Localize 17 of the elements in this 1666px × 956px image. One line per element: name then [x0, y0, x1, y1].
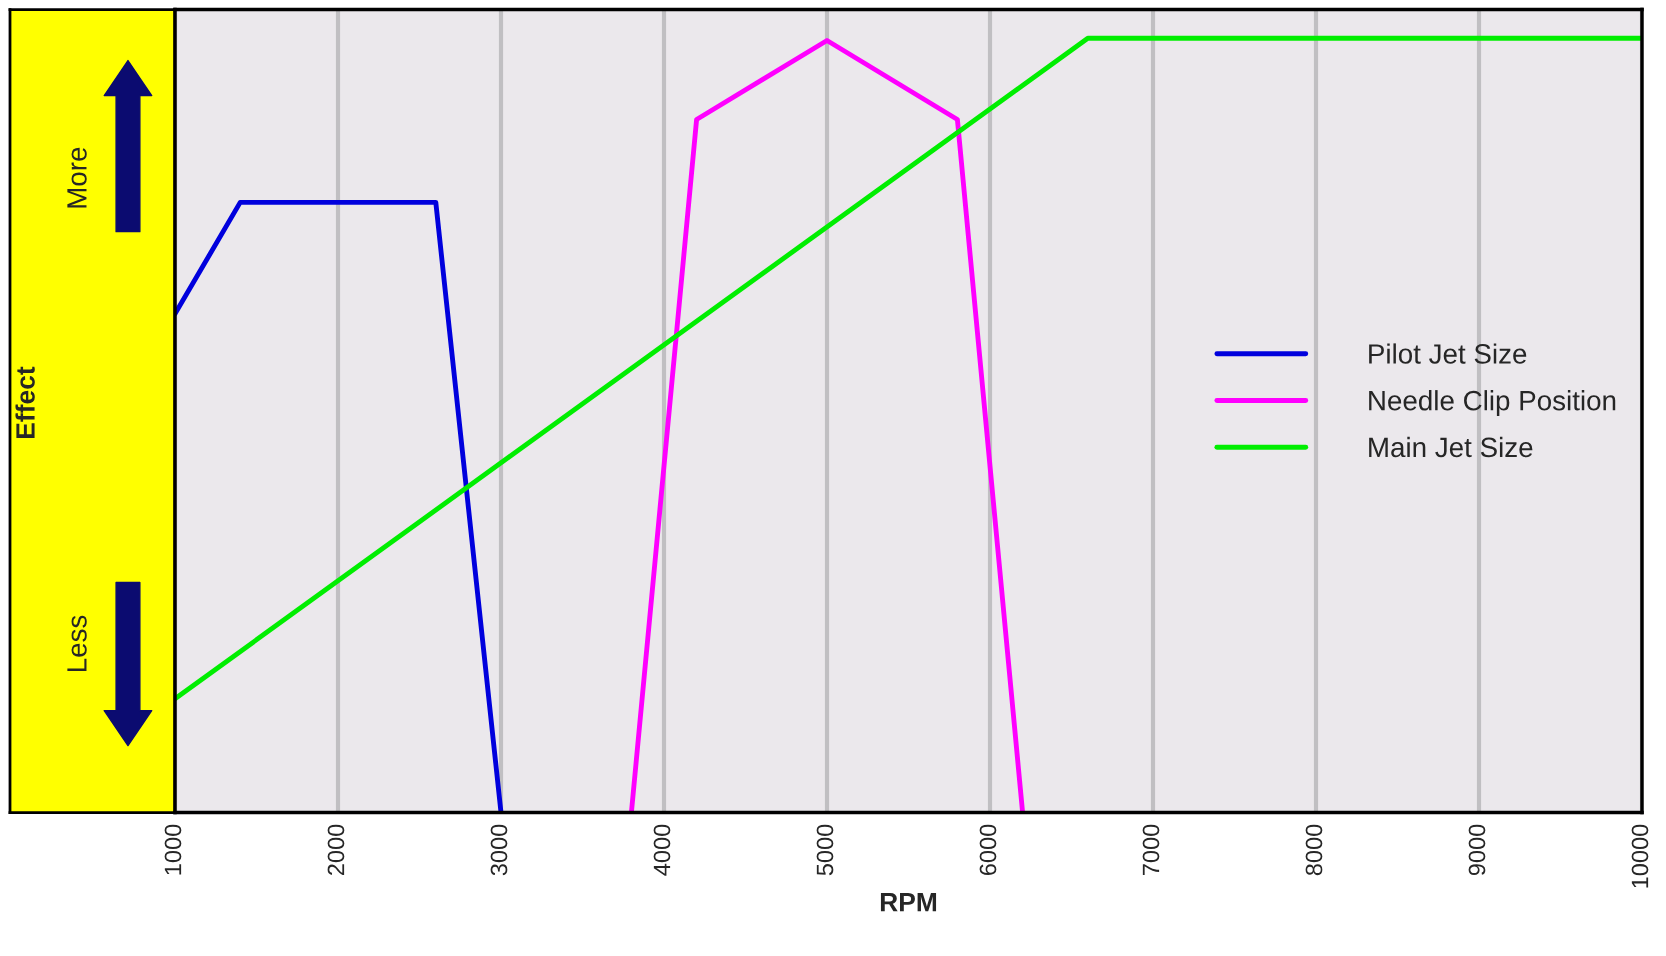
x-tick-label: 2000: [327, 824, 345, 876]
x-tick-label: 10000: [1631, 824, 1649, 888]
y-axis-title: Effect: [15, 366, 35, 438]
x-tick-label: 3000: [490, 824, 508, 876]
x-tick-label: 9000: [1468, 824, 1486, 876]
x-tick-label: 1000: [164, 824, 182, 875]
legend-label: Main Jet Size: [1369, 436, 1533, 458]
x-tick-label: 6000: [979, 824, 997, 876]
x-tick-label: 7000: [1142, 824, 1160, 876]
text: More: [67, 147, 87, 208]
legend-label: Pilot Jet Size: [1369, 343, 1527, 364]
x-tick-label: 4000: [653, 824, 671, 876]
legend-label: Needle Clip Position: [1369, 390, 1616, 416]
x-tick-label: 5000: [816, 824, 834, 876]
x-tick-label: 8000: [1305, 824, 1323, 876]
text: Less: [67, 615, 87, 672]
x-axis-title: RPM: [880, 893, 937, 912]
